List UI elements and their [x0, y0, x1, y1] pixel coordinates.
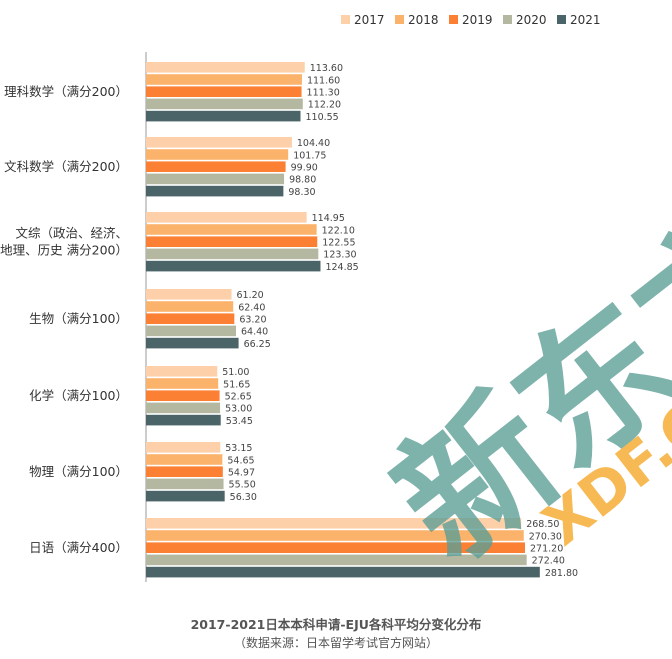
- value-label: 98.30: [288, 187, 315, 198]
- value-label: 281.80: [545, 568, 578, 579]
- category-label: 文综（政治、经济、: [15, 226, 128, 241]
- value-label: 122.55: [322, 238, 355, 249]
- value-label: 66.25: [244, 339, 271, 350]
- value-label: 112.20: [308, 100, 341, 111]
- value-label: 64.40: [241, 327, 268, 338]
- value-label: 111.60: [307, 75, 340, 86]
- bar-2017: [146, 137, 292, 148]
- legend-label-2021: 2021: [570, 13, 601, 27]
- bar-2019: [146, 161, 286, 172]
- bar-2018: [146, 454, 223, 465]
- bar-2018: [146, 74, 302, 85]
- value-label: 114.95: [312, 213, 345, 224]
- bar-2020: [146, 325, 236, 337]
- category-label: 理科数学（满分200）: [4, 84, 128, 99]
- category-label: 地理、历史 满分200）: [0, 243, 128, 258]
- category-label: 化学（满分100）: [29, 388, 128, 403]
- legend-label-2018: 2018: [408, 13, 439, 27]
- value-label: 51.65: [223, 379, 250, 390]
- legend-label-2019: 2019: [462, 13, 493, 27]
- bar-2021: [146, 414, 221, 426]
- value-label: 52.65: [225, 392, 252, 403]
- legend-swatch-2018: [395, 15, 404, 24]
- bar-2021: [146, 110, 301, 122]
- value-label: 98.80: [289, 175, 316, 186]
- bar-2019: [146, 86, 302, 97]
- bar-2020: [146, 248, 319, 260]
- value-label: 124.85: [325, 262, 358, 273]
- legend-swatch-2021: [557, 15, 566, 24]
- bar-2019: [146, 542, 526, 553]
- category-label: 生物（满分100）: [29, 311, 128, 326]
- bar-2018: [146, 301, 234, 312]
- bar-2019: [146, 236, 318, 247]
- value-label: 99.90: [291, 163, 318, 174]
- bar-2020: [146, 554, 527, 566]
- value-label: 61.20: [237, 290, 264, 301]
- chart-title: 2017-2021日本本科申请-EJU各科平均分变化分布: [190, 617, 482, 632]
- value-label: 270.30: [529, 531, 562, 542]
- legend-swatch-2019: [449, 15, 458, 24]
- legend-swatch-2020: [503, 15, 512, 24]
- bar-2021: [146, 490, 225, 502]
- value-label: 104.40: [297, 138, 330, 149]
- bar-2020: [146, 98, 303, 110]
- value-label: 111.30: [307, 88, 340, 99]
- bar-2021: [146, 566, 540, 578]
- bar-2018: [146, 378, 219, 389]
- value-label: 123.30: [323, 250, 356, 261]
- bar-2017: [146, 442, 221, 453]
- bar-2019: [146, 466, 223, 477]
- value-label: 51.00: [222, 367, 249, 378]
- value-label: 54.97: [228, 468, 255, 479]
- value-label: 113.60: [310, 63, 343, 74]
- bar-2017: [146, 289, 232, 300]
- value-label: 122.10: [322, 225, 355, 236]
- value-label: 54.65: [227, 455, 254, 466]
- bar-2017: [146, 366, 218, 377]
- bar-2018: [146, 224, 317, 235]
- bar-2020: [146, 402, 221, 414]
- value-label: 53.15: [225, 443, 252, 454]
- category-label: 物理（满分100）: [29, 464, 128, 479]
- value-label: 56.30: [230, 492, 257, 503]
- value-label: 55.50: [229, 480, 256, 491]
- value-label: 63.20: [239, 315, 266, 326]
- bar-2018: [146, 530, 524, 541]
- value-label: 268.50: [526, 519, 559, 530]
- value-label: 272.40: [532, 556, 565, 567]
- legend-label-2020: 2020: [516, 13, 547, 27]
- bar-2017: [146, 62, 305, 73]
- value-label: 101.75: [293, 150, 326, 161]
- value-label: 53.00: [225, 404, 252, 415]
- bar-2021: [146, 185, 284, 197]
- bar-2020: [146, 173, 285, 185]
- bar-2017: [146, 212, 307, 223]
- bar-2019: [146, 313, 235, 324]
- value-label: 110.55: [305, 112, 338, 123]
- legend-swatch-2017: [341, 15, 350, 24]
- value-label: 271.20: [530, 544, 563, 555]
- category-label: 文科数学（满分200）: [4, 159, 128, 174]
- legend-label-2017: 2017: [354, 13, 385, 27]
- bar-2020: [146, 478, 224, 490]
- bar-2018: [146, 149, 289, 160]
- bar-2017: [146, 518, 522, 529]
- bar-2021: [146, 337, 239, 349]
- category-label: 日语（满分400）: [29, 540, 128, 555]
- value-label: 53.45: [226, 416, 253, 427]
- value-label: 62.40: [238, 302, 265, 313]
- bar-2019: [146, 390, 220, 401]
- bar-2021: [146, 260, 321, 272]
- chart-source: （数据来源：日本留学考试官方网站）: [233, 636, 438, 650]
